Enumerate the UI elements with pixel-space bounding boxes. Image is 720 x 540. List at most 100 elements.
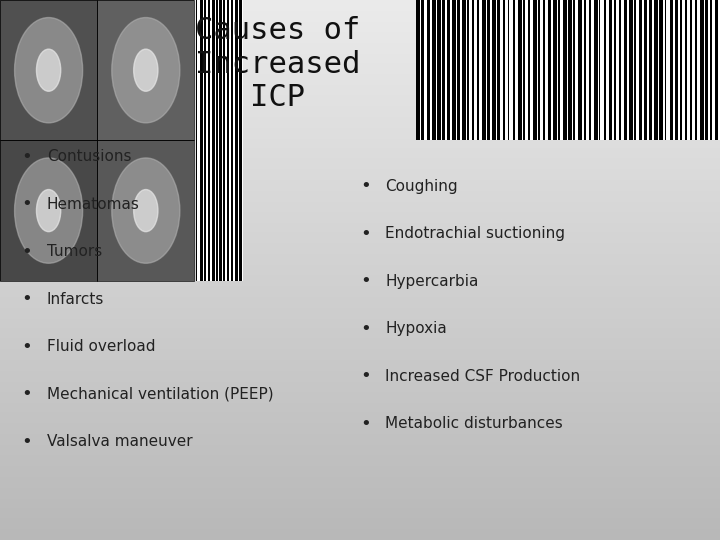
Bar <box>97 0 194 140</box>
Bar <box>0 528 720 529</box>
Bar <box>0 312 720 313</box>
Bar <box>0 355 720 356</box>
Bar <box>0 407 720 409</box>
Bar <box>208 0 210 281</box>
Text: Mechanical ventilation (PEEP): Mechanical ventilation (PEEP) <box>47 387 274 402</box>
Bar <box>0 295 720 297</box>
Bar <box>0 376 720 378</box>
Bar <box>0 518 720 520</box>
Bar <box>0 293 720 295</box>
Bar <box>0 378 720 380</box>
Bar <box>0 83 720 85</box>
Bar <box>0 482 720 484</box>
Bar <box>0 184 720 185</box>
Bar <box>0 174 720 177</box>
Bar <box>0 459 720 461</box>
Bar <box>97 140 194 281</box>
Bar <box>0 389 720 390</box>
Text: Hypoxia: Hypoxia <box>385 321 447 336</box>
Bar <box>0 160 720 162</box>
Bar <box>0 432 720 434</box>
Bar <box>0 147 720 150</box>
Bar <box>0 59 720 61</box>
Bar <box>0 47 720 49</box>
Bar <box>0 70 720 72</box>
Bar <box>0 319 720 320</box>
Bar <box>0 466 720 468</box>
Bar <box>0 146 720 147</box>
Bar <box>0 447 720 448</box>
Bar <box>0 110 720 112</box>
Bar <box>0 177 720 178</box>
Bar <box>624 0 628 140</box>
Bar <box>0 522 720 524</box>
Bar <box>0 508 720 509</box>
Bar <box>0 34 720 36</box>
Bar <box>0 133 720 135</box>
Bar <box>0 479 720 481</box>
Bar <box>0 315 720 317</box>
Bar <box>215 0 218 281</box>
Bar <box>0 471 720 474</box>
Bar <box>0 335 720 336</box>
Bar <box>0 416 720 417</box>
Bar <box>196 0 243 281</box>
Bar <box>436 0 441 140</box>
Bar <box>472 0 474 140</box>
Bar <box>0 266 720 268</box>
Bar <box>619 0 621 140</box>
Bar <box>0 452 720 454</box>
Bar <box>508 0 509 140</box>
Bar <box>0 360 720 362</box>
Bar <box>0 0 720 2</box>
Bar <box>0 414 720 416</box>
Bar <box>0 463 720 464</box>
Bar <box>0 108 720 110</box>
Bar <box>715 0 719 140</box>
Bar <box>0 450 720 452</box>
Bar <box>0 309 720 312</box>
Bar <box>0 23 720 25</box>
Text: •: • <box>22 242 32 261</box>
Bar <box>0 140 720 142</box>
Bar <box>0 124 720 126</box>
Bar <box>477 0 479 140</box>
Bar <box>416 0 420 140</box>
Bar <box>0 101 720 103</box>
Bar <box>0 185 720 187</box>
Text: Hematomas: Hematomas <box>47 197 140 212</box>
Text: •: • <box>360 225 371 243</box>
Bar <box>0 340 720 342</box>
Bar <box>487 0 490 140</box>
Bar <box>0 69 720 70</box>
Bar <box>0 97 720 99</box>
Ellipse shape <box>14 17 83 123</box>
Bar <box>0 9 720 11</box>
Bar <box>0 42 720 43</box>
Bar <box>0 461 720 463</box>
Bar <box>0 457 720 459</box>
Bar <box>0 247 720 248</box>
Bar <box>0 390 720 393</box>
Bar <box>0 306 720 308</box>
Bar <box>654 0 657 140</box>
Bar <box>0 373 720 374</box>
Bar <box>0 491 720 493</box>
Bar <box>0 150 720 151</box>
Bar <box>467 0 469 140</box>
Bar <box>0 299 720 301</box>
Bar <box>0 290 720 292</box>
Bar <box>0 239 720 241</box>
Bar <box>0 353 720 355</box>
Bar <box>0 193 720 194</box>
Bar <box>0 104 720 106</box>
Bar <box>0 228 720 231</box>
Bar <box>0 218 720 220</box>
Bar <box>0 2 720 4</box>
Bar <box>0 455 720 457</box>
Bar <box>0 277 720 279</box>
Text: •: • <box>22 433 32 451</box>
Bar <box>0 241 720 243</box>
Bar <box>0 76 720 77</box>
Bar <box>0 275 720 277</box>
